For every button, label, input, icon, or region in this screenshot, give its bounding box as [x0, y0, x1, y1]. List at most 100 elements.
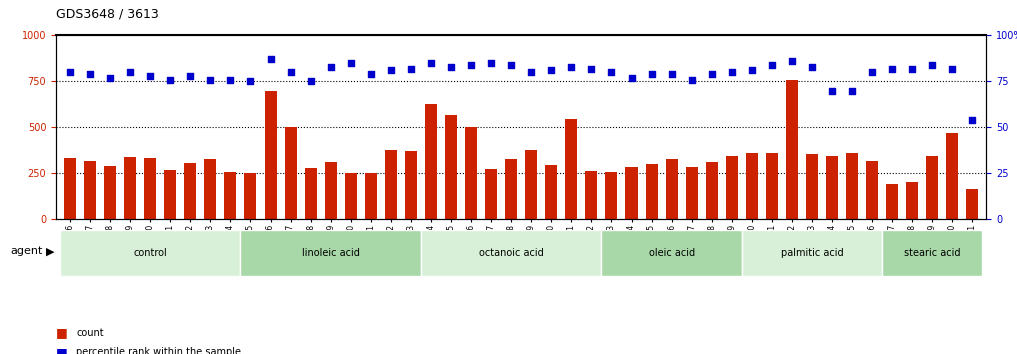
Point [824, 88, 840, 93]
Text: count: count [76, 328, 104, 338]
Text: linoleic acid: linoleic acid [302, 248, 360, 258]
Point [523, 69, 539, 75]
Point [603, 69, 619, 75]
FancyBboxPatch shape [60, 230, 240, 276]
Point [844, 88, 860, 93]
Text: palmitic acid: palmitic acid [781, 248, 843, 258]
Bar [646, 164, 658, 219]
Point [262, 57, 279, 62]
Bar [225, 172, 236, 219]
Point [423, 60, 439, 66]
FancyBboxPatch shape [601, 230, 741, 276]
Point [503, 62, 520, 68]
Bar [184, 163, 196, 219]
Bar [625, 167, 638, 219]
Bar [706, 162, 718, 219]
Text: ■: ■ [56, 346, 68, 354]
Bar [586, 171, 597, 219]
Bar [886, 184, 898, 219]
Bar [64, 158, 76, 219]
Point [663, 71, 679, 77]
Text: stearic acid: stearic acid [904, 248, 961, 258]
Bar [966, 189, 978, 219]
Bar [84, 161, 96, 219]
Bar [906, 182, 918, 219]
Point [683, 77, 700, 82]
Bar [264, 91, 277, 219]
Bar [324, 162, 337, 219]
Point [62, 69, 78, 75]
Bar [505, 159, 518, 219]
Point [463, 62, 479, 68]
Bar [405, 152, 417, 219]
Point [784, 58, 800, 64]
Text: agent: agent [10, 246, 43, 256]
Bar [285, 126, 297, 219]
Text: GDS3648 / 3613: GDS3648 / 3613 [56, 7, 159, 20]
Bar [425, 103, 437, 219]
Point [944, 66, 960, 72]
Point [242, 79, 258, 84]
Bar [144, 158, 157, 219]
Bar [545, 165, 557, 219]
Point [382, 68, 399, 73]
Point [202, 77, 219, 82]
Text: percentile rank within the sample: percentile rank within the sample [76, 347, 241, 354]
Bar [305, 168, 316, 219]
Bar [244, 172, 256, 219]
Bar [826, 156, 838, 219]
Point [343, 60, 359, 66]
FancyBboxPatch shape [882, 230, 982, 276]
Point [623, 75, 640, 81]
Bar [445, 115, 457, 219]
Point [322, 64, 339, 69]
Point [864, 69, 881, 75]
FancyBboxPatch shape [240, 230, 421, 276]
Bar [866, 161, 879, 219]
Bar [766, 153, 778, 219]
Bar [665, 159, 677, 219]
Point [803, 64, 820, 69]
Bar [806, 154, 818, 219]
Bar [104, 166, 116, 219]
Point [563, 64, 580, 69]
Bar [365, 173, 377, 219]
Point [363, 71, 379, 77]
Bar [786, 80, 798, 219]
Bar [525, 150, 537, 219]
Point [483, 60, 499, 66]
Point [644, 71, 660, 77]
Point [403, 66, 419, 72]
Text: oleic acid: oleic acid [649, 248, 695, 258]
Bar [384, 149, 397, 219]
Bar [685, 167, 698, 219]
Point [82, 71, 99, 77]
Point [584, 66, 600, 72]
Bar [485, 169, 497, 219]
Point [884, 66, 900, 72]
Point [764, 62, 780, 68]
Bar [345, 173, 357, 219]
Point [223, 77, 239, 82]
Text: octanoic acid: octanoic acid [479, 248, 543, 258]
Bar [726, 156, 737, 219]
Point [543, 68, 559, 73]
Point [442, 64, 459, 69]
Point [924, 62, 941, 68]
Bar [745, 153, 758, 219]
Bar [164, 170, 176, 219]
Point [704, 71, 720, 77]
Bar [605, 172, 617, 219]
Point [142, 73, 159, 79]
Point [904, 66, 920, 72]
Bar [947, 133, 958, 219]
Bar [465, 127, 477, 219]
Text: ▶: ▶ [46, 246, 54, 256]
Text: ■: ■ [56, 326, 68, 339]
FancyBboxPatch shape [741, 230, 882, 276]
Bar [124, 157, 136, 219]
Text: control: control [133, 248, 167, 258]
FancyBboxPatch shape [421, 230, 601, 276]
Bar [204, 159, 217, 219]
Point [122, 69, 138, 75]
